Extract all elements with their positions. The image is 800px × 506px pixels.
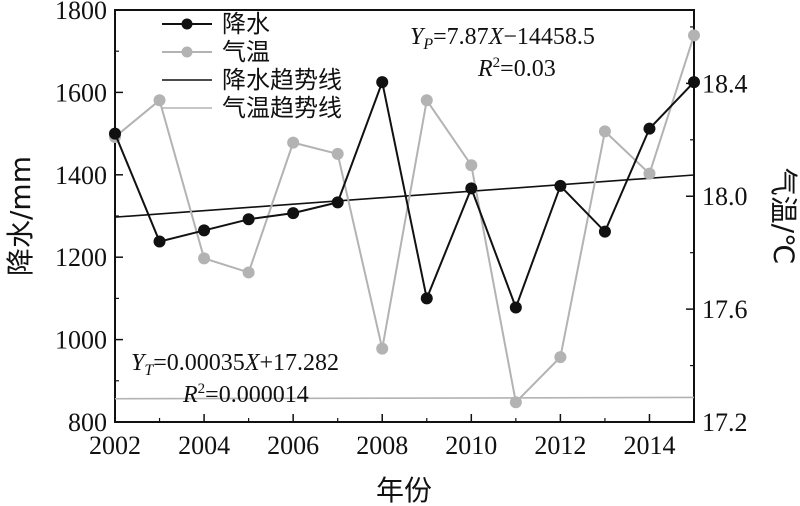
precip-point-2002: [109, 127, 121, 140]
x-axis-title: 年份: [376, 474, 432, 506]
temp-point-2006: [287, 136, 300, 149]
precip-point-2003: [153, 235, 166, 248]
right-tick-label: 17.6: [702, 295, 748, 324]
legend-item-precip-trend: 降水趋势线: [162, 66, 342, 94]
legend-label-temp-trend: 气温趋势线: [222, 94, 342, 122]
precip-series-line: [114, 78, 695, 311]
precip-point-2005: [242, 213, 255, 226]
precip-r2: R2=0.03: [477, 55, 556, 82]
temp-point-2003: [153, 94, 166, 107]
legend-label-precip: 降水: [222, 10, 270, 38]
left-tick-label: 800: [68, 408, 107, 437]
precip-point-2014: [643, 122, 656, 135]
precip-point-2008: [376, 76, 389, 89]
trend-layer: [114, 174, 695, 400]
precip-point-2011: [509, 301, 522, 314]
temp-point-2004: [198, 252, 211, 265]
temp-point-2015: [688, 29, 700, 42]
right-tick-label: 18.0: [702, 182, 748, 211]
precip-point-2006: [287, 207, 300, 220]
x-tick-label: 2010: [445, 431, 497, 460]
x-tick-label: 2008: [356, 431, 408, 460]
legend-item-precip: 降水: [162, 10, 270, 38]
x-tick-label: 2014: [623, 431, 675, 460]
precip-point-2007: [331, 196, 344, 209]
left-tick-label: 1600: [55, 78, 107, 107]
left-axis-title: 降水/mm: [4, 156, 37, 276]
precip-point-2004: [198, 224, 211, 237]
legend-item-temp: 气温: [162, 38, 270, 66]
temp-point-2012: [554, 351, 567, 364]
legend: 降水 气温 降水趋势线 气温趋势线: [162, 10, 342, 122]
precip-equation: YP=7.87X−14458.5: [410, 24, 595, 53]
temp-point-2014: [643, 167, 656, 180]
temp-equation: YT=0.00035X+17.282: [131, 350, 339, 379]
left-tick-label: 1400: [55, 161, 107, 190]
right-tick-label: 18.4: [702, 69, 748, 98]
right-tick-label: 17.2: [702, 408, 748, 437]
x-tick-label: 2002: [89, 431, 141, 460]
left-tick-label: 1200: [55, 243, 107, 272]
precip-point-2012: [554, 179, 567, 192]
x-tick-label: 2004: [178, 431, 230, 460]
temp-point-2007: [331, 147, 344, 160]
legend-item-temp-trend: 气温趋势线: [162, 94, 342, 122]
series-layer: [109, 29, 700, 409]
temp-series-line: [114, 35, 695, 405]
temp-point-2013: [598, 125, 611, 138]
precip-point-2013: [598, 225, 611, 238]
precip-point-2010: [465, 182, 478, 195]
precip-point-2015: [688, 76, 700, 89]
ticks-layer: 2002 2004 2006 2008 2010 2012 2014 800 1000 1200 1…: [55, 0, 748, 460]
left-tick-label: 1800: [55, 0, 107, 25]
precip-point-2009: [420, 292, 433, 305]
temp-point-2008: [376, 342, 389, 355]
legend-label-precip-trend: 降水趋势线: [222, 66, 342, 94]
right-axis-title: 气温/℃: [767, 168, 800, 265]
temp-point-2011: [509, 396, 522, 409]
temp-point-2005: [242, 266, 255, 279]
temp-point-2009: [420, 94, 433, 107]
left-tick-label: 1000: [55, 326, 107, 355]
temp-r2: R2=0.000014: [182, 381, 309, 408]
temp-trendline: [114, 396, 695, 400]
legend-label-temp: 气温: [222, 38, 270, 66]
x-tick-label: 2006: [267, 431, 319, 460]
x-tick-label: 2012: [534, 431, 586, 460]
precip-trendline: [114, 174, 695, 218]
temp-point-2010: [465, 159, 478, 172]
